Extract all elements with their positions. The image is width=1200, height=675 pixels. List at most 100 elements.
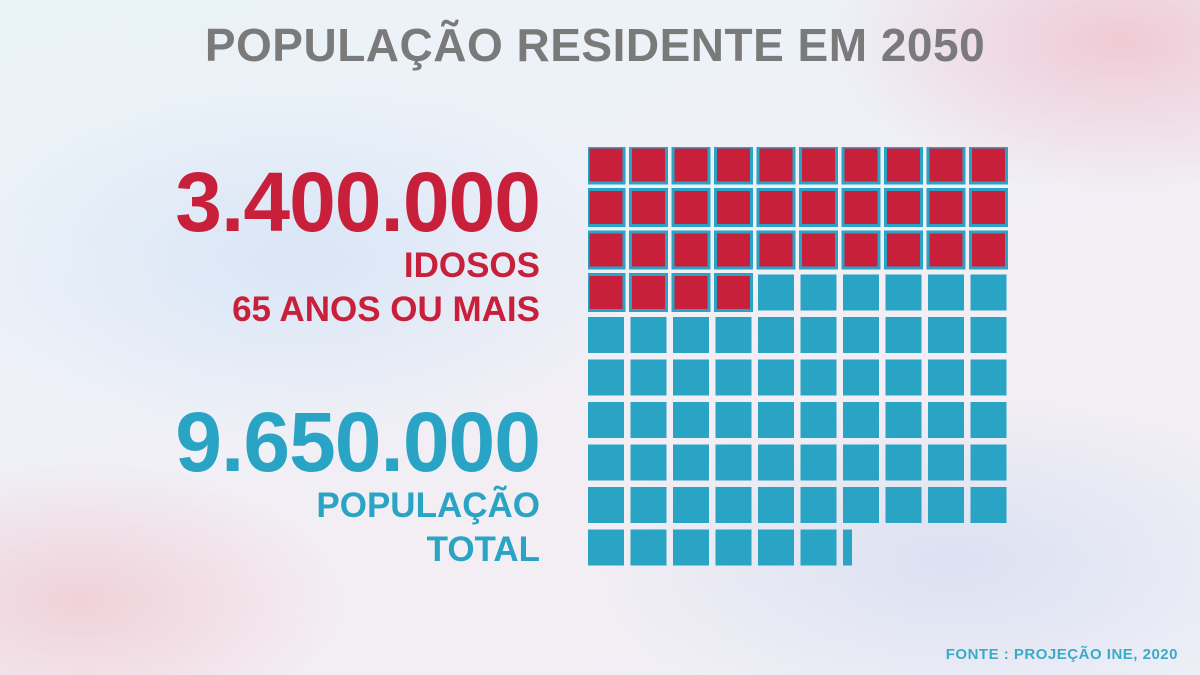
waffle-cell-population	[885, 317, 922, 353]
waffle-cell-population	[885, 487, 922, 523]
waffle-cell-elderly	[588, 147, 626, 185]
waffle-cell-population	[758, 317, 794, 353]
waffle-cell-elderly	[629, 188, 668, 227]
waffle-cell-population	[630, 529, 667, 566]
waffle-cell-population	[630, 402, 667, 438]
waffle-cell-elderly	[841, 147, 881, 185]
waffle-cell-population	[588, 444, 624, 481]
waffle-cell-population	[758, 444, 794, 481]
waffle-cell-elderly	[756, 230, 796, 270]
waffle-cell-elderly	[926, 147, 966, 185]
waffle-cell-population	[758, 487, 794, 523]
waffle-cell-population	[843, 317, 879, 353]
waffle-cell-elderly	[714, 188, 753, 227]
waffle-cell-population	[758, 274, 794, 311]
waffle-cell-elderly	[714, 147, 753, 185]
waffle-cell-population	[758, 359, 794, 396]
waffle-cell-population	[630, 487, 667, 523]
waffle-cell-population	[885, 274, 922, 311]
waffle-cell-population	[843, 487, 879, 523]
waffle-cell-population	[588, 402, 624, 438]
waffle-cell-population	[843, 274, 879, 311]
waffle-cell-elderly	[926, 230, 966, 270]
total-stat: 9.650.000 POPULAÇÃO TOTAL	[175, 395, 541, 572]
waffle-cell-elderly	[799, 230, 838, 270]
waffle-cell-population	[588, 317, 624, 353]
waffle-cell-elderly	[841, 230, 881, 270]
elderly-label-line1: IDOSOS	[403, 246, 540, 285]
waffle-cell-elderly	[588, 230, 626, 270]
waffle-cell-population	[715, 317, 752, 353]
waffle-cell-elderly	[714, 273, 753, 312]
waffle-cell-elderly	[671, 230, 711, 270]
waffle-cell-elderly	[926, 188, 966, 227]
source-note: FONTE : PROJEÇÃO INE, 2020	[945, 646, 1178, 663]
waffle-cell-elderly	[588, 188, 626, 227]
waffle-cell-population	[970, 317, 1007, 353]
waffle-cell-population	[970, 359, 1007, 396]
waffle-cell-elderly	[884, 188, 923, 227]
waffle-cell-population	[928, 359, 964, 396]
waffle-cell-elderly	[841, 188, 881, 227]
waffle-cell-population	[673, 487, 709, 523]
waffle-cell-population	[715, 529, 752, 566]
waffle-cell-elderly	[756, 188, 796, 227]
waffle-chart	[588, 147, 1008, 566]
waffle-cell-population	[800, 402, 837, 438]
waffle-cell-population	[843, 402, 879, 438]
waffle-cell-population	[800, 359, 837, 396]
waffle-cell-population	[843, 529, 852, 566]
waffle-cell-elderly	[671, 147, 711, 185]
waffle-cell-population	[970, 402, 1007, 438]
waffle-cell-population	[970, 487, 1007, 523]
waffle-cell-elderly	[969, 188, 1008, 227]
waffle-cell-population	[885, 359, 922, 396]
total-value: 9.650.000	[175, 395, 541, 489]
elderly-value: 3.400.000	[175, 155, 541, 249]
waffle-cell-population	[758, 402, 794, 438]
waffle-cell-elderly	[799, 147, 838, 185]
waffle-cell-population	[715, 402, 752, 438]
chart-title: POPULAÇÃO RESIDENTE EM 2050	[204, 19, 986, 71]
waffle-cell-population	[928, 317, 964, 353]
total-label-line1: POPULAÇÃO	[316, 486, 540, 525]
waffle-cell-population	[630, 317, 667, 353]
waffle-cell-population	[588, 359, 624, 396]
waffle-cell-population	[673, 317, 709, 353]
waffle-cell-population	[843, 444, 879, 481]
waffle-cell-population	[800, 444, 837, 481]
waffle-cell-population	[928, 402, 964, 438]
waffle-cell-elderly	[884, 230, 923, 270]
waffle-cell-elderly	[629, 230, 668, 270]
waffle-cell-elderly	[588, 273, 626, 312]
waffle-cell-population	[758, 529, 794, 566]
waffle-cell-population	[800, 317, 837, 353]
waffle-cell-elderly	[969, 230, 1008, 270]
waffle-cell-elderly	[799, 188, 838, 227]
waffle-cell-elderly	[969, 147, 1008, 185]
waffle-cell-elderly	[756, 147, 796, 185]
waffle-cell-population	[885, 444, 922, 481]
waffle-cell-population	[800, 487, 837, 523]
waffle-cell-population	[928, 444, 964, 481]
total-label-line2: TOTAL	[426, 530, 540, 569]
waffle-cell-elderly	[629, 273, 668, 312]
waffle-cell-population	[843, 359, 879, 396]
waffle-cell-elderly	[671, 273, 711, 312]
waffle-cell-population	[885, 402, 922, 438]
waffle-cell-population	[928, 274, 964, 311]
waffle-cell-population	[928, 487, 964, 523]
waffle-cell-population	[715, 444, 752, 481]
waffle-cell-population	[588, 529, 624, 566]
waffle-cell-population	[800, 529, 837, 566]
waffle-cell-population	[630, 444, 667, 481]
waffle-cell-population	[673, 529, 709, 566]
waffle-cell-population	[970, 444, 1007, 481]
waffle-cell-population	[630, 359, 667, 396]
waffle-cell-population	[715, 487, 752, 523]
waffle-cell-population	[673, 402, 709, 438]
waffle-cell-elderly	[629, 147, 668, 185]
waffle-cell-population	[715, 359, 752, 396]
waffle-cell-elderly	[884, 147, 923, 185]
waffle-cell-elderly	[714, 230, 753, 270]
